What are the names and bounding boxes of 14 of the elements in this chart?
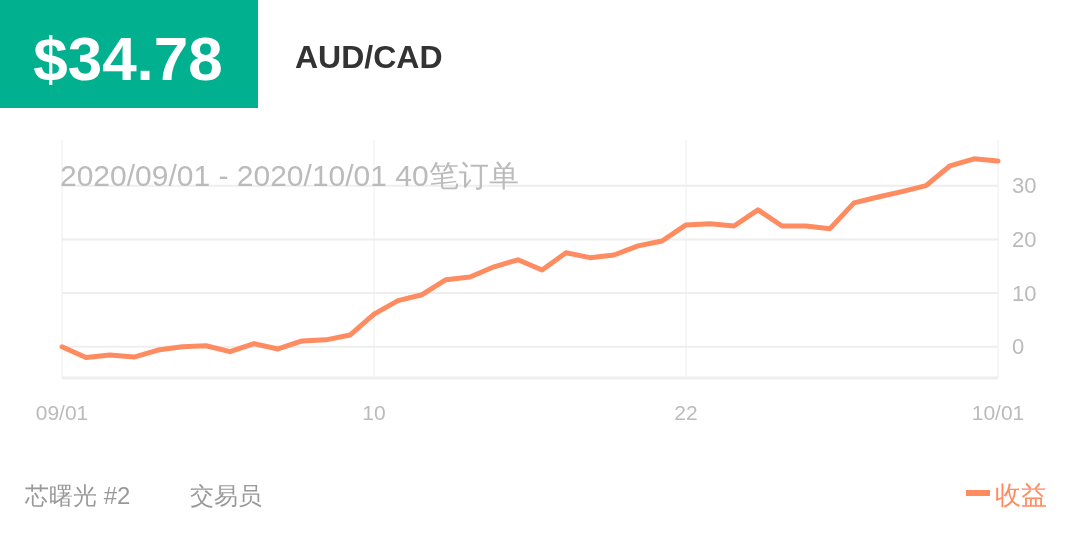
x-tick-label: 09/01 (35, 401, 89, 424)
y-tick-label: 0 (1012, 334, 1025, 360)
x-tick-label: 10 (362, 401, 386, 424)
text: 芯曙光 #2 (24, 482, 131, 509)
x-tick-label: 22 (674, 401, 698, 424)
text: 交易员 (190, 482, 262, 509)
chart-title: AUD/CAD (295, 39, 443, 75)
y-tick-label: 20 (1012, 226, 1037, 252)
x-tick-label: 10/01 (971, 401, 1025, 424)
y-tick-label: 30 (1012, 173, 1037, 199)
text: $34.78 (33, 24, 223, 93)
legend-label: 收益 (995, 480, 1047, 510)
y-tick-label: 10 (1012, 280, 1037, 306)
text: 2020/09/01 - 2020/10/01 40笔订单 (60, 159, 519, 192)
